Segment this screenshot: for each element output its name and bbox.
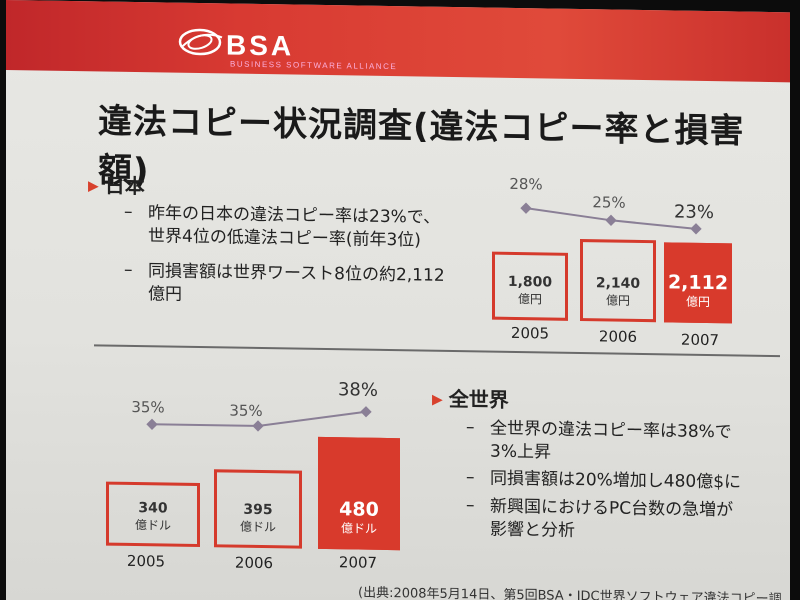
japan-year-2007: 2007 xyxy=(680,330,720,350)
world-rate-point-2007 xyxy=(360,406,372,418)
japan-bar-2007-value: 2,112 xyxy=(667,271,729,295)
slide: BSA BUSINESS SOFTWARE ALLIANCE 違法コピー状況調査… xyxy=(6,0,790,600)
source-citation: (出典:2008年5月14日、第5回BSA・IDC世界ソフトウェア違法コピー調査… xyxy=(358,585,782,600)
world-year-2007: 2007 xyxy=(338,553,378,572)
world-bar-2006-value: 395 xyxy=(243,501,273,519)
japan-rate-2006: 25% xyxy=(592,193,626,212)
world-bar-2006: 395 億ドル xyxy=(214,469,302,549)
world-bullet-3-dash: – xyxy=(466,495,475,516)
japan-rate-point-2007 xyxy=(690,223,702,235)
world-bullet-1-line-2: 3%上昇 xyxy=(490,441,551,463)
japan-bullet-2-line-2: 億円 xyxy=(148,284,182,305)
bullet-triangle-icon: ▶ xyxy=(88,178,99,195)
world-bullet-3-line-2: 影響と分析 xyxy=(490,519,575,541)
japan-rate-point-2006 xyxy=(605,214,617,226)
japan-year-2006: 2006 xyxy=(598,327,638,346)
japan-heading: ▶ 日本 xyxy=(88,169,145,199)
japan-bar-2007-unit: 億円 xyxy=(685,294,710,310)
logo-text: BSA xyxy=(226,29,295,62)
bsa-globe-icon xyxy=(178,28,223,56)
world-bar-2007-value: 480 xyxy=(339,498,379,521)
world-rate-2005: 35% xyxy=(131,397,165,417)
world-bar-2006-unit: 億ドル xyxy=(239,519,276,535)
japan-bullet-2-dash: – xyxy=(124,259,133,280)
japan-heading-text: 日本 xyxy=(104,173,145,199)
japan-rate-2007: 23% xyxy=(673,201,714,224)
japan-rate-2005: 28% xyxy=(509,174,543,194)
world-bar-2005-unit: 億ドル xyxy=(134,518,171,533)
world-bullet-1: 全世界の違法コピー率は38%で 3%上昇 xyxy=(490,418,732,468)
world-rate-point-2006 xyxy=(252,420,264,432)
world-bar-2007: 480 億ドル xyxy=(318,436,400,551)
japan-bullet-1: 昨年の日本の違法コピー率は23%で、 世界4位の低違法コピー率(前年3位) xyxy=(148,202,440,253)
japan-bar-2006-unit: 億円 xyxy=(605,293,630,308)
header-bar xyxy=(6,0,790,83)
world-bar-2007-unit: 億ドル xyxy=(340,521,377,536)
japan-bar-2005: 1,800 億円 xyxy=(492,251,568,321)
world-bar-2005-value: 340 xyxy=(138,500,168,517)
japan-rate-line xyxy=(520,202,702,235)
japan-bar-2006-value: 2,140 xyxy=(595,275,641,292)
world-bullet-2: 同損害額は20%増加し480億$に xyxy=(490,468,741,495)
world-bullet-1-dash: – xyxy=(466,417,475,438)
japan-bar-2006: 2,140 億円 xyxy=(580,239,656,323)
world-rate-point-2005 xyxy=(146,418,158,430)
world-rate-line xyxy=(146,406,372,432)
japan-bar-2005-value: 1,800 xyxy=(507,273,553,291)
world-heading-text: 全世界 xyxy=(448,386,509,412)
world-bullet-3: 新興国におけるPC台数の急増が 影響と分析 xyxy=(490,496,733,546)
japan-bullet-2-line-1: 同損害額は世界ワースト8位の約2,112 xyxy=(148,261,445,286)
japan-bullet-1-line-2: 世界4位の低違法コピー率(前年3位) xyxy=(148,226,421,251)
japan-bar-2007: 2,112 億円 xyxy=(664,242,732,324)
japan-bullet-1-dash: – xyxy=(124,201,133,222)
world-year-2005: 2005 xyxy=(126,551,166,571)
world-bullet-2-dash: – xyxy=(466,467,475,488)
world-year-2006: 2006 xyxy=(234,553,274,573)
world-bullet-2-line-1: 同損害額は20%増加し480億$に xyxy=(490,468,742,493)
bullet-triangle-icon: ▶ xyxy=(432,391,443,408)
world-heading: ▶ 全世界 xyxy=(432,383,509,413)
japan-bullet-2: 同損害額は世界ワースト8位の約2,112 億円 xyxy=(148,260,445,311)
world-rate-2007: 38% xyxy=(337,379,378,401)
japan-year-2005: 2005 xyxy=(510,323,550,343)
world-bar-2005: 340 億ドル xyxy=(106,481,200,548)
japan-bar-2005-unit: 億円 xyxy=(517,292,542,307)
world-rate-2006: 35% xyxy=(229,401,263,421)
japan-rate-point-2005 xyxy=(520,202,532,214)
